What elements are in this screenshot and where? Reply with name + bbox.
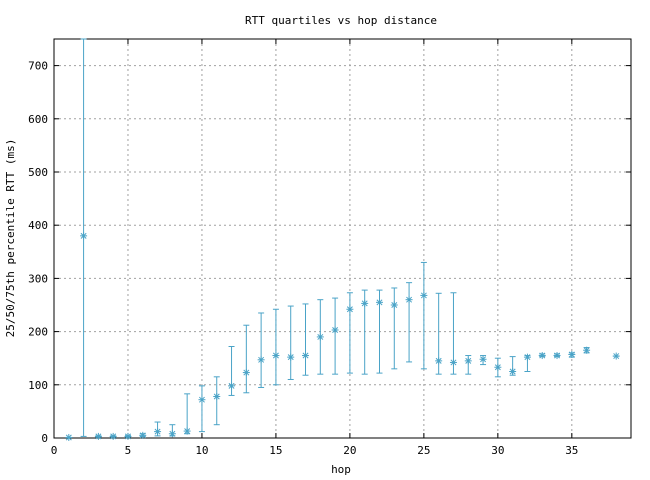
median-marker <box>494 363 502 371</box>
median-marker <box>109 432 117 440</box>
x-tick-label: 10 <box>195 444 208 457</box>
y-tick-label: 700 <box>28 60 48 73</box>
data-point <box>242 324 250 394</box>
y-tick-label: 200 <box>28 326 48 339</box>
median-marker <box>553 352 561 360</box>
median-marker <box>464 357 472 365</box>
data-point <box>612 352 620 360</box>
data-point <box>479 355 487 366</box>
data-point <box>331 297 339 375</box>
data-point <box>464 355 472 375</box>
data-point <box>553 352 561 360</box>
median-marker <box>80 232 88 240</box>
median-marker <box>568 350 576 358</box>
median-marker <box>612 352 620 360</box>
median-marker <box>375 298 383 306</box>
median-marker <box>346 305 354 313</box>
data-point <box>435 292 443 375</box>
y-tick-label: 400 <box>28 219 48 232</box>
y-tick-label: 500 <box>28 166 48 179</box>
median-marker <box>390 301 398 309</box>
data-point <box>449 292 457 375</box>
data-marks <box>65 38 620 441</box>
data-point <box>287 305 295 380</box>
median-marker <box>139 431 147 439</box>
data-point <box>94 432 102 440</box>
y-tick-label: 600 <box>28 113 48 126</box>
data-point <box>183 393 191 435</box>
median-marker <box>94 432 102 440</box>
median-marker <box>198 396 206 404</box>
y-tick-label: 100 <box>28 379 48 392</box>
median-marker <box>257 356 265 364</box>
data-point <box>272 308 280 386</box>
data-point <box>538 352 546 360</box>
median-marker <box>420 291 428 299</box>
median-marker <box>272 352 280 360</box>
data-point <box>375 289 383 374</box>
data-point <box>124 432 132 440</box>
gridlines <box>54 39 631 438</box>
median-marker <box>479 355 487 363</box>
median-marker <box>183 427 191 435</box>
data-point <box>346 292 354 374</box>
median-marker <box>242 369 250 377</box>
median-marker <box>65 433 73 441</box>
data-point <box>509 356 517 376</box>
data-point <box>228 345 236 396</box>
median-marker <box>538 352 546 360</box>
x-tick-label: 25 <box>417 444 430 457</box>
data-point <box>583 346 591 354</box>
data-point <box>405 282 413 363</box>
x-tick-label: 5 <box>125 444 132 457</box>
plot-frame <box>53 38 632 439</box>
data-point <box>568 350 576 358</box>
data-point <box>80 38 88 437</box>
data-point <box>198 385 206 433</box>
data-point <box>523 353 531 372</box>
x-tick-label: 30 <box>491 444 504 457</box>
data-point <box>316 299 324 375</box>
data-point <box>65 433 73 441</box>
x-tick-label: 20 <box>343 444 356 457</box>
data-point <box>109 432 117 440</box>
median-marker <box>435 357 443 365</box>
chart-title: RTT quartiles vs hop distance <box>245 14 437 27</box>
y-tick-label: 300 <box>28 272 48 285</box>
x-tick-label: 35 <box>565 444 578 457</box>
median-marker <box>316 333 324 341</box>
median-marker <box>228 382 236 390</box>
median-marker <box>405 296 413 304</box>
median-marker <box>154 428 162 436</box>
data-point <box>168 424 176 438</box>
x-axis-ticks: 0 5 10 15 20 25 30 35 <box>51 39 578 457</box>
median-marker <box>449 358 457 366</box>
data-point <box>361 289 369 375</box>
median-marker <box>331 326 339 334</box>
data-point <box>154 421 162 437</box>
median-marker <box>287 353 295 361</box>
y-axis-label: 25/50/75th percentile RTT (ms) <box>4 139 17 338</box>
median-marker <box>583 346 591 354</box>
x-tick-label: 0 <box>51 444 58 457</box>
data-point <box>420 261 428 370</box>
y-tick-label: 0 <box>41 432 48 445</box>
median-marker <box>523 353 531 361</box>
data-point <box>139 431 147 439</box>
median-marker <box>361 299 369 307</box>
data-point <box>213 376 221 426</box>
data-point <box>257 312 265 388</box>
y-axis-ticks: 0 100 200 300 400 500 600 700 <box>28 60 631 445</box>
median-marker <box>124 432 132 440</box>
x-axis-label: hop <box>331 463 351 476</box>
median-marker <box>509 368 517 375</box>
median-marker <box>213 393 221 401</box>
data-point <box>390 287 398 370</box>
median-marker <box>302 352 310 360</box>
data-point <box>302 303 310 376</box>
data-point <box>494 357 502 378</box>
median-marker <box>168 430 176 438</box>
x-tick-label: 15 <box>269 444 282 457</box>
